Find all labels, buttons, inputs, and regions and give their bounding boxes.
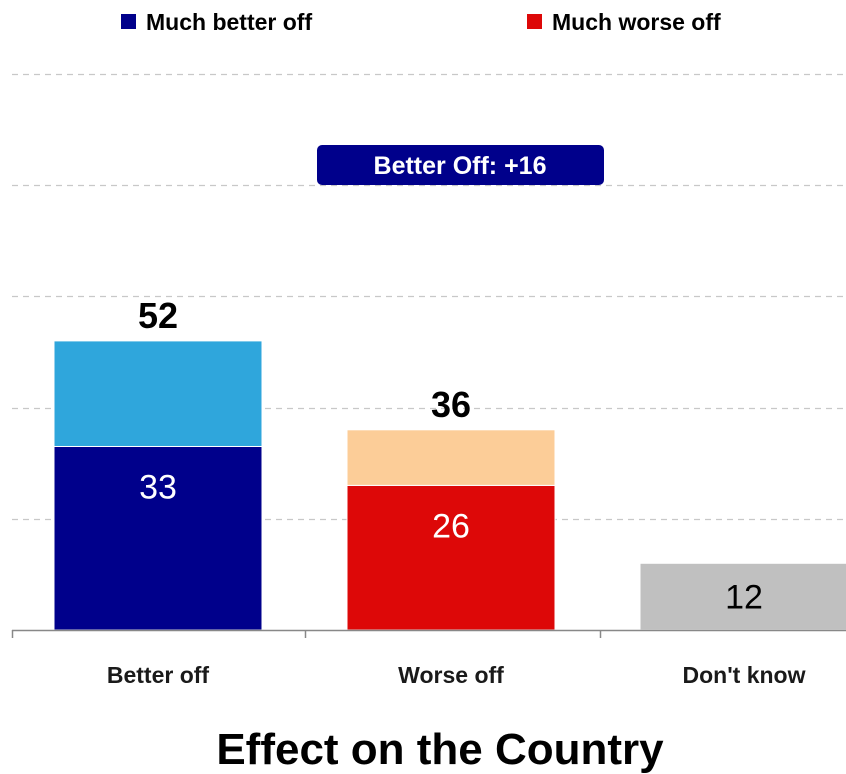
bar-total-label: 36 xyxy=(431,384,471,425)
legend-label: Much worse off xyxy=(552,9,721,35)
legend-swatch xyxy=(527,14,542,29)
legend: Much better off Much worse off xyxy=(121,9,721,35)
bar-segment xyxy=(53,446,263,631)
bar-total-label: 52 xyxy=(138,295,178,336)
bar-segment xyxy=(346,484,556,631)
legend-label: Much better off xyxy=(146,9,312,35)
callout-box xyxy=(317,145,604,185)
category-label: Don't know xyxy=(682,662,805,688)
bar-value-label: 33 xyxy=(139,469,177,507)
bar-segment xyxy=(53,340,263,447)
bar-value-label: 12 xyxy=(725,579,763,617)
category-label: Better off xyxy=(107,662,210,688)
chart-title: Effect on the Country xyxy=(216,725,664,774)
bar-value-label: 26 xyxy=(432,507,470,545)
bar-labels: 33 52 26 36 12 xyxy=(138,295,763,617)
bar-segment xyxy=(346,429,556,486)
category-label: Worse off xyxy=(398,662,504,688)
gridlines xyxy=(12,73,846,521)
x-axis: Better off Worse off Don't know xyxy=(11,629,846,688)
callout-label: Better Off: +16 xyxy=(374,152,547,180)
bars xyxy=(53,340,846,631)
legend-swatch xyxy=(121,14,136,29)
callout: Better Off: +16 xyxy=(317,145,604,185)
